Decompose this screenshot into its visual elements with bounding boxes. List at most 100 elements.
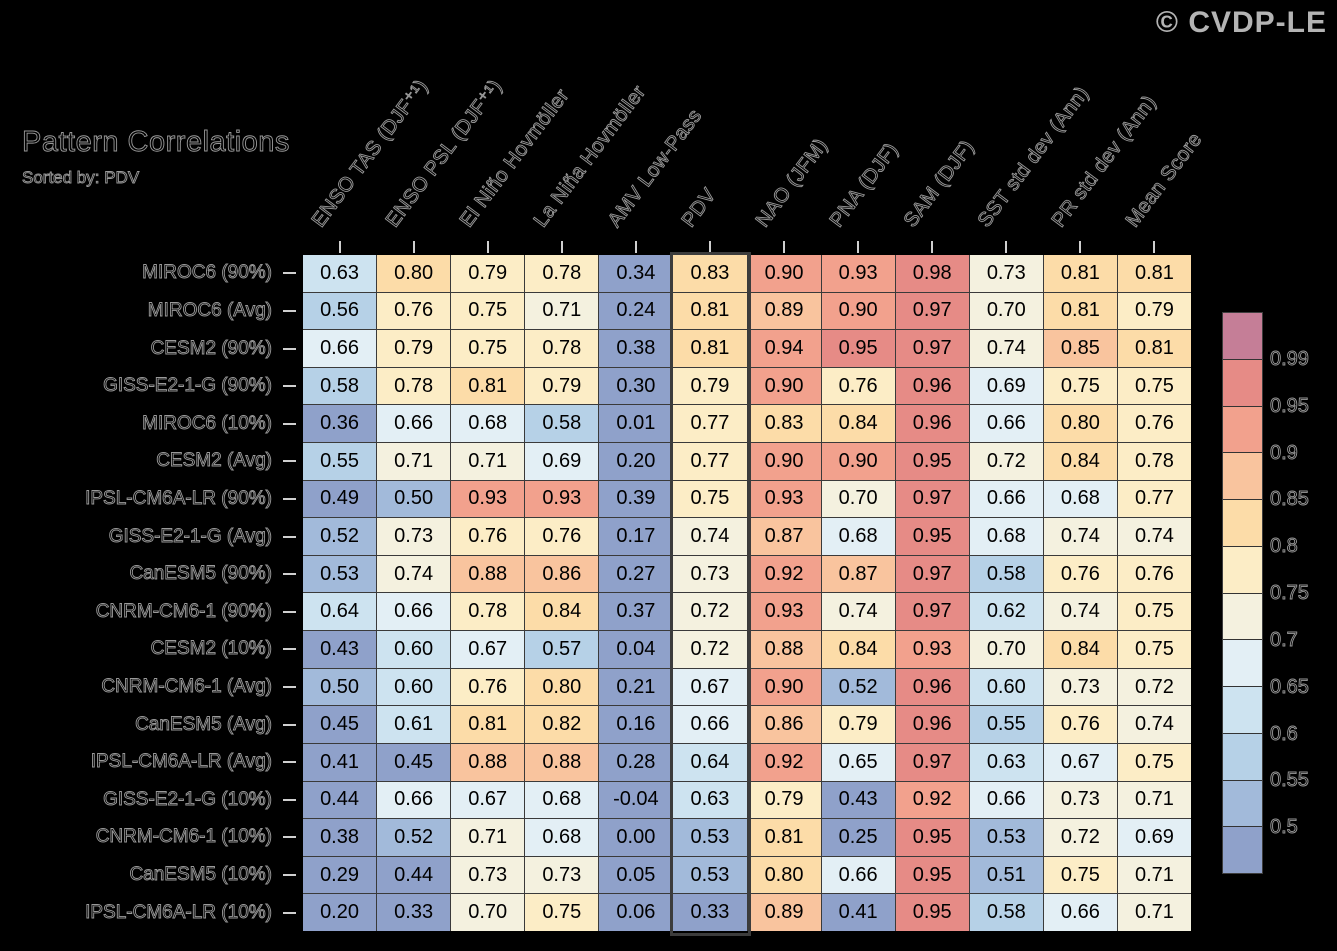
heatmap-cell: 0.89 (747, 292, 821, 330)
heatmap-cell: 0.81 (1043, 292, 1117, 330)
heatmap-cell: 0.64 (303, 593, 377, 631)
heatmap-cell: 0.82 (525, 706, 599, 743)
heatmap-cell: 0.41 (821, 894, 895, 931)
heatmap-cell: 0.53 (969, 819, 1043, 856)
row-tick (283, 309, 296, 312)
heatmap-cell: 0.74 (969, 330, 1043, 367)
heatmap-grid: 0.63 0.80 0.79 0.78 0.34 0.83 0.90 0.93 0.98 0.73… (303, 255, 1191, 931)
heatmap-cell: 0.81 (747, 819, 821, 856)
heatmap-cell: 0.39 (599, 480, 673, 518)
heatmap-cell: 0.83 (747, 405, 821, 443)
heatmap-cell: 0.44 (303, 781, 377, 819)
heatmap-cell: 0.37 (599, 593, 673, 631)
heatmap-cell: 0.72 (1043, 819, 1117, 856)
heatmap-cell: 0.94 (747, 330, 821, 367)
heatmap-cell: 0.41 (303, 743, 377, 781)
row-label: CESM2 (Avg) (156, 450, 273, 472)
heatmap-cell: 0.64 (673, 743, 747, 781)
heatmap-cell: 0.69 (969, 367, 1043, 405)
heatmap-cell: 0.72 (673, 593, 747, 631)
heatmap-cell: 0.97 (895, 593, 969, 631)
heatmap-cell: 0.71 (1117, 894, 1191, 931)
heatmap-cell: 0.67 (451, 631, 525, 668)
colorbar-tick-label: 0.7 (1270, 628, 1299, 651)
heatmap-cell: 0.95 (895, 894, 969, 931)
heatmap-cell: 0.88 (747, 631, 821, 668)
row-tick (283, 610, 296, 613)
heatmap-cell: 0.66 (821, 856, 895, 894)
column-tick (338, 241, 341, 253)
heatmap-cell: 0.84 (1043, 443, 1117, 480)
heatmap-cell: 0.45 (303, 706, 377, 743)
heatmap-cell: 0.71 (1117, 781, 1191, 819)
heatmap-cell: 0.67 (673, 668, 747, 706)
heatmap-cell: 0.66 (377, 405, 451, 443)
column-tick (1005, 241, 1008, 253)
column-header: NAO (JFM) (751, 134, 833, 232)
heatmap-cell: 0.58 (525, 405, 599, 443)
heatmap-cell: 0.74 (377, 555, 451, 593)
row-tick (283, 874, 296, 877)
heatmap-cell: 0.60 (377, 668, 451, 706)
heatmap-cell: 0.36 (303, 405, 377, 443)
heatmap-cell: 0.96 (895, 668, 969, 706)
heatmap-cell: 0.76 (451, 668, 525, 706)
row-label: GISS-E2-1-G (10%) (103, 788, 273, 810)
heatmap-cell: 0.81 (1117, 330, 1191, 367)
row-tick (283, 460, 296, 463)
row-label: IPSL-CM6A-LR (90%) (85, 487, 273, 510)
heatmap-cell: 0.85 (1043, 330, 1117, 367)
heatmap-cell: 0.71 (377, 443, 451, 480)
heatmap-cell: 0.68 (525, 819, 599, 856)
heatmap-cell: 0.76 (1117, 405, 1191, 443)
heatmap-cell: 0.96 (895, 706, 969, 743)
heatmap-cell: 0.52 (377, 819, 451, 856)
row-label: IPSL-CM6A-LR (Avg) (90, 751, 272, 773)
heatmap-cell: 0.53 (303, 555, 377, 593)
heatmap-cell: 0.71 (451, 443, 525, 480)
row-label: CanESM5 (90%) (129, 563, 272, 585)
heatmap-cell: 0.25 (821, 819, 895, 856)
heatmap-cell: 0.92 (895, 781, 969, 819)
heatmap-cell: 0.70 (821, 480, 895, 518)
heatmap-cell: 0.90 (747, 668, 821, 706)
colorbar-tick-label: 0.8 (1270, 535, 1299, 558)
heatmap-cell: 0.52 (821, 668, 895, 706)
heatmap-cell: 0.20 (599, 443, 673, 480)
heatmap-cell: 0.66 (377, 781, 451, 819)
heatmap-cell: 0.79 (1117, 292, 1191, 330)
heatmap-cell: 0.92 (747, 743, 821, 781)
heatmap-cell: 0.80 (1043, 405, 1117, 443)
heatmap-cell: 0.75 (525, 894, 599, 931)
heatmap-cell: 0.01 (599, 405, 673, 443)
row-tick (283, 422, 296, 425)
row-label: CNRM-CM6-1 (Avg) (101, 676, 273, 698)
row-label: MIROC6 (90%) (142, 262, 273, 284)
heatmap-cell: 0.73 (673, 555, 747, 593)
heatmap-cell: 0.95 (821, 330, 895, 367)
row-label: CESM2 (10%) (150, 638, 272, 660)
heatmap-cell: 0.76 (821, 367, 895, 405)
heatmap-cell: 0.70 (969, 292, 1043, 330)
heatmap-cell: 0.27 (599, 555, 673, 593)
heatmap-cell: 0.81 (673, 292, 747, 330)
column-header: PDV (677, 184, 721, 232)
heatmap-cell: 0.17 (599, 518, 673, 555)
heatmap-cell: 0.97 (895, 480, 969, 518)
colorbar-tick-label: 0.75 (1270, 582, 1310, 605)
row-tick (283, 911, 296, 914)
column-tick (412, 241, 415, 253)
colorbar-tick-label: 0.55 (1270, 769, 1310, 792)
heatmap-cell: 0.66 (969, 480, 1043, 518)
heatmap-cell: 0.75 (673, 480, 747, 518)
heatmap-cell: 0.76 (1043, 706, 1117, 743)
heatmap-cell: 0.79 (451, 255, 525, 292)
page-title: Pattern Correlations (22, 126, 290, 159)
heatmap-cell: 0.93 (821, 255, 895, 292)
heatmap-cell: 0.45 (377, 743, 451, 781)
copyright-label: © CVDP-LE (1155, 6, 1327, 39)
heatmap-cell: 0.90 (747, 443, 821, 480)
heatmap-cell: 0.71 (525, 292, 599, 330)
heatmap-cell: 0.70 (969, 631, 1043, 668)
